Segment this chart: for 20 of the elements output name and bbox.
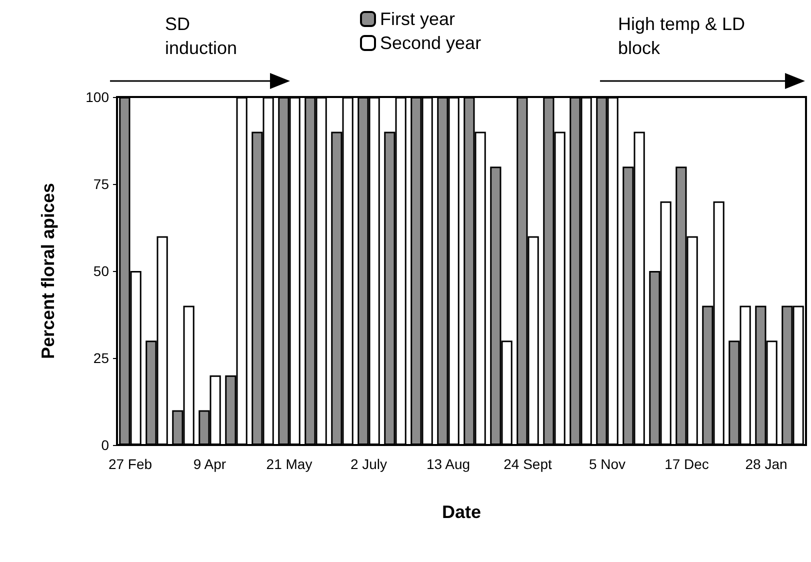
legend-label: Second year: [380, 33, 482, 53]
y-tick-label: 25: [93, 350, 110, 366]
x-axis-title: Date: [442, 502, 482, 522]
y-tick-label: 75: [93, 176, 110, 192]
x-tick-label: 9 Apr: [193, 456, 226, 472]
x-tick-label: 21 May: [266, 456, 312, 472]
text: High temp & LD block: [618, 13, 746, 60]
x-tick-label: 28 Jan: [745, 456, 788, 472]
x-tick-label: 27 Feb: [108, 456, 152, 472]
y-tick-label: 100: [86, 89, 110, 105]
x-tick-label: 17 Dec: [664, 456, 709, 472]
y-tick-label: 0: [101, 437, 110, 453]
y-tick-label: 50: [93, 263, 110, 279]
y-axis-title: Percent floral apices: [38, 182, 58, 360]
x-tick-label: 13 Aug: [426, 456, 470, 472]
legend-label: First year: [380, 9, 456, 29]
x-tick-label: 2 July: [350, 456, 388, 472]
x-tick-label: 24 Sept: [504, 456, 552, 472]
x-tick-label: 5 Nov: [588, 456, 626, 472]
text: SD induction: [165, 13, 238, 60]
